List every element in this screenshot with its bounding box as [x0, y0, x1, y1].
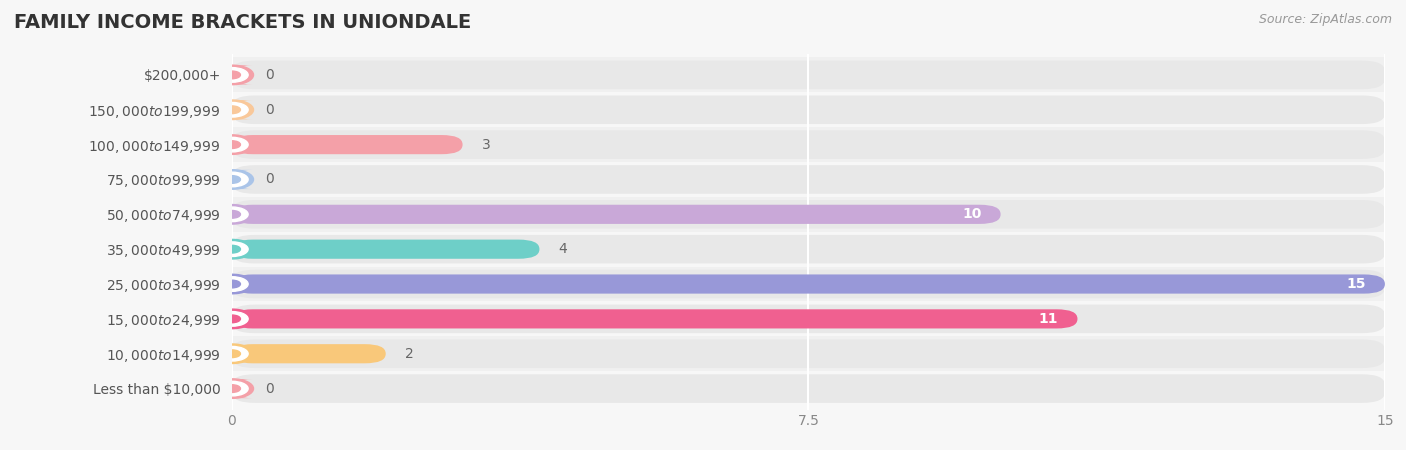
Circle shape [224, 350, 240, 358]
Circle shape [211, 344, 253, 364]
Circle shape [211, 100, 253, 120]
FancyBboxPatch shape [232, 339, 1385, 368]
FancyBboxPatch shape [232, 274, 1385, 293]
Circle shape [217, 103, 247, 117]
Bar [232, 336, 1385, 371]
Circle shape [211, 135, 253, 154]
Bar [232, 127, 1385, 162]
Text: FAMILY INCOME BRACKETS IN UNIONDALE: FAMILY INCOME BRACKETS IN UNIONDALE [14, 14, 471, 32]
Bar [232, 92, 1385, 127]
Text: 0: 0 [266, 68, 274, 82]
Circle shape [217, 381, 247, 396]
Text: 0: 0 [266, 103, 274, 117]
FancyBboxPatch shape [232, 309, 1077, 328]
FancyBboxPatch shape [225, 100, 253, 119]
Circle shape [224, 315, 240, 323]
Circle shape [217, 172, 247, 187]
Text: 11: 11 [1039, 312, 1059, 326]
Circle shape [211, 65, 253, 85]
Circle shape [217, 277, 247, 291]
FancyBboxPatch shape [232, 165, 1385, 194]
FancyBboxPatch shape [232, 200, 1385, 229]
Circle shape [211, 239, 253, 259]
FancyBboxPatch shape [232, 305, 1385, 333]
Circle shape [211, 309, 253, 328]
Text: 10: 10 [962, 207, 981, 221]
Bar [232, 371, 1385, 406]
FancyBboxPatch shape [232, 239, 540, 259]
Text: 0: 0 [266, 172, 274, 186]
Text: 4: 4 [558, 242, 568, 256]
FancyBboxPatch shape [232, 95, 1385, 124]
Text: Source: ZipAtlas.com: Source: ZipAtlas.com [1258, 14, 1392, 27]
FancyBboxPatch shape [225, 379, 253, 398]
Circle shape [217, 242, 247, 256]
Text: 0: 0 [266, 382, 274, 396]
Text: 15: 15 [1346, 277, 1365, 291]
FancyBboxPatch shape [225, 65, 253, 85]
Circle shape [224, 385, 240, 392]
Bar [232, 232, 1385, 266]
Circle shape [224, 176, 240, 183]
Bar [232, 266, 1385, 302]
Circle shape [217, 68, 247, 82]
FancyBboxPatch shape [232, 205, 1001, 224]
FancyBboxPatch shape [232, 374, 1385, 403]
Circle shape [211, 170, 253, 189]
Circle shape [217, 311, 247, 326]
Circle shape [211, 379, 253, 398]
Circle shape [211, 274, 253, 294]
Bar [232, 162, 1385, 197]
FancyBboxPatch shape [225, 170, 253, 189]
Bar [232, 197, 1385, 232]
Text: 2: 2 [405, 347, 413, 361]
Circle shape [224, 245, 240, 253]
FancyBboxPatch shape [232, 135, 463, 154]
Circle shape [217, 137, 247, 152]
FancyBboxPatch shape [232, 130, 1385, 159]
FancyBboxPatch shape [232, 235, 1385, 263]
Circle shape [224, 211, 240, 218]
Circle shape [224, 141, 240, 148]
Circle shape [217, 346, 247, 361]
Bar [232, 58, 1385, 92]
FancyBboxPatch shape [232, 270, 1385, 298]
Circle shape [224, 106, 240, 113]
Circle shape [217, 207, 247, 222]
Circle shape [224, 71, 240, 79]
Circle shape [211, 205, 253, 224]
FancyBboxPatch shape [232, 344, 385, 363]
Bar [232, 302, 1385, 336]
FancyBboxPatch shape [232, 61, 1385, 89]
Circle shape [224, 280, 240, 288]
Text: 3: 3 [482, 138, 491, 152]
